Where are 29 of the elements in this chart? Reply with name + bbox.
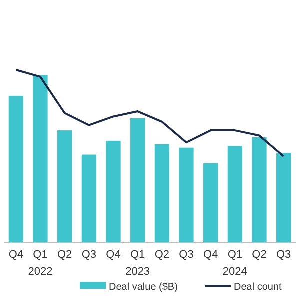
x-tick-label: Q1 — [130, 249, 146, 261]
x-tick-label: Q2 — [57, 249, 72, 261]
bar — [228, 146, 242, 243]
bar — [154, 144, 170, 243]
x-tick-label: Q4 — [203, 249, 218, 261]
x-tick-label: Q2 — [252, 249, 267, 261]
x-tick-label: Q3 — [179, 249, 194, 261]
x-tick-label: Q4 — [106, 249, 121, 261]
bar — [8, 96, 24, 243]
bar — [58, 130, 72, 243]
x-tick-label: Q4 — [8, 249, 24, 261]
bar — [33, 75, 48, 243]
x-tick-label: Q3 — [276, 249, 292, 261]
bar — [204, 163, 218, 243]
text: 2024 — [222, 266, 248, 278]
text: 2023 — [126, 266, 150, 278]
legend-label: Deal count — [234, 282, 282, 293]
x-tick-label: Q3 — [82, 249, 97, 261]
bar — [179, 148, 194, 243]
bar — [252, 137, 267, 243]
x-tick-label: Q1 — [228, 249, 243, 261]
bar — [276, 153, 292, 243]
bar — [130, 118, 146, 243]
x-tick-label: Q2 — [154, 249, 170, 261]
legend-label: Deal value ($B) — [109, 282, 178, 293]
bar — [82, 154, 96, 243]
text: 2022 — [28, 266, 53, 278]
x-tick-label: Q1 — [33, 249, 48, 261]
bar — [106, 140, 121, 243]
